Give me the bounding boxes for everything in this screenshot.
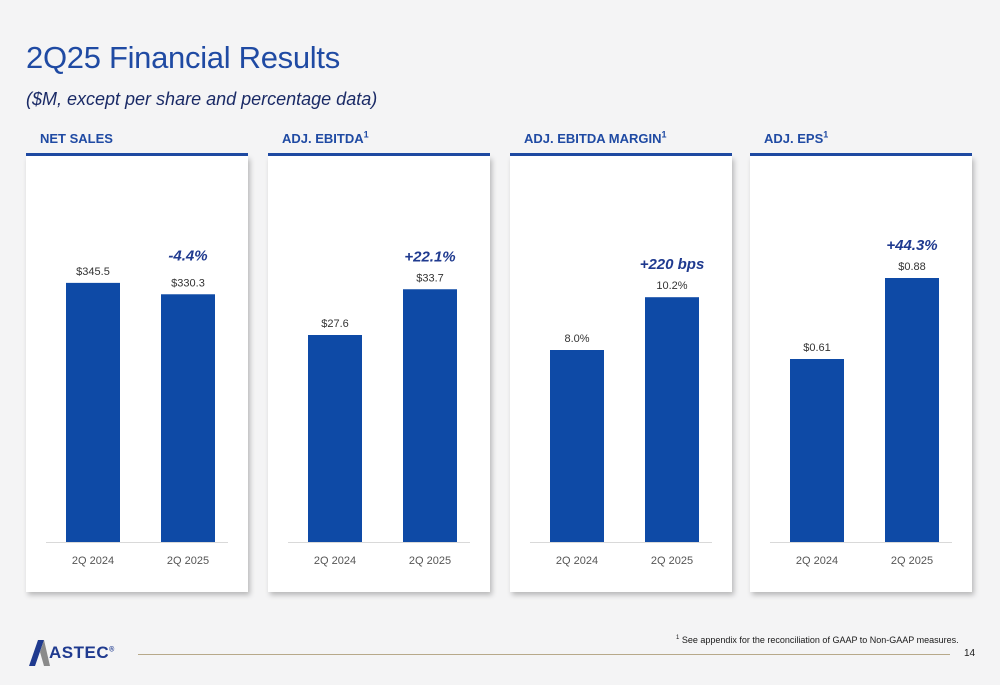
category-tick-label: 2Q 2025 — [891, 555, 933, 567]
bar-chart: 8.0% 2Q 2024 10.2% 2Q 2025 +220 bps — [530, 256, 712, 567]
bar — [403, 289, 457, 542]
bar-chart: $345.5 2Q 2024 $330.3 2Q 2025 -4.4% — [46, 247, 228, 567]
bar-value-label: 8.0% — [564, 333, 589, 345]
bar-value-label: $345.5 — [76, 266, 110, 278]
change-label: +220 bps — [640, 256, 705, 273]
logo-text: ASTEC® — [49, 643, 115, 663]
panel-title: ADJ. EBITDA MARGIN1 — [524, 129, 667, 146]
bar-value-label: $0.88 — [898, 261, 926, 273]
chart-card: $27.6 2Q 2024 $33.7 2Q 2025 +22.1% — [268, 156, 490, 592]
category-tick-label: 2Q 2024 — [556, 555, 598, 567]
logo-wordmark: ASTEC — [49, 643, 110, 662]
panel-title-text: NET SALES — [40, 131, 113, 146]
bar-value-label: 10.2% — [656, 280, 687, 292]
category-tick-label: 2Q 2025 — [651, 555, 693, 567]
panel-title-text: ADJ. EBITDA — [282, 131, 364, 146]
page-title: 2Q25 Financial Results — [26, 40, 340, 75]
bar-chart: $27.6 2Q 2024 $33.7 2Q 2025 +22.1% — [288, 248, 470, 567]
footnote: 1 See appendix for the reconciliation of… — [676, 635, 959, 645]
chart-card: $0.61 2Q 2024 $0.88 2Q 2025 +44.3% — [750, 156, 972, 592]
footnote-marker: 1 — [676, 635, 680, 641]
panel-title-footnote-marker: 1 — [661, 129, 667, 140]
panel-rule — [26, 153, 248, 156]
footer-divider — [138, 654, 950, 655]
bar — [550, 350, 604, 542]
change-label: -4.4% — [168, 247, 207, 264]
panel-rule — [510, 153, 732, 156]
panel-rule — [750, 153, 972, 156]
panel-title-footnote-marker: 1 — [823, 129, 829, 140]
change-label: +44.3% — [886, 237, 937, 254]
category-tick-label: 2Q 2025 — [409, 555, 451, 567]
page-subtitle: ($M, except per share and percentage dat… — [26, 89, 378, 109]
astec-logo-icon — [29, 640, 50, 666]
panel-title-text: ADJ. EBITDA MARGIN — [524, 131, 662, 146]
logo-trademark: ® — [109, 646, 115, 654]
chart-card: 8.0% 2Q 2024 10.2% 2Q 2025 +220 bps — [510, 156, 732, 592]
category-tick-label: 2Q 2024 — [796, 555, 838, 567]
bar — [161, 294, 215, 542]
footnote-text: See appendix for the reconciliation of G… — [679, 635, 959, 645]
bar-value-label: $330.3 — [171, 277, 205, 289]
category-tick-label: 2Q 2025 — [167, 555, 209, 567]
category-tick-label: 2Q 2024 — [314, 555, 356, 567]
bar — [790, 359, 844, 542]
panel-title-footnote-marker: 1 — [363, 129, 369, 140]
panel-title: ADJ. EPS1 — [764, 129, 829, 146]
bar — [308, 335, 362, 542]
bar — [885, 278, 939, 542]
change-label: +22.1% — [404, 248, 455, 265]
panel-title: NET SALES — [40, 131, 113, 146]
panel-title: ADJ. EBITDA1 — [282, 129, 369, 146]
panel-title-text: ADJ. EPS — [764, 131, 824, 146]
bar-value-label: $33.7 — [416, 272, 444, 284]
chart-card: $345.5 2Q 2024 $330.3 2Q 2025 -4.4% — [26, 156, 248, 592]
page-number: 14 — [964, 648, 976, 659]
bar — [645, 297, 699, 542]
category-tick-label: 2Q 2024 — [72, 555, 114, 567]
bar — [66, 282, 120, 542]
bar-value-label: $27.6 — [321, 318, 349, 330]
bar-chart: $0.61 2Q 2024 $0.88 2Q 2025 +44.3% — [770, 237, 952, 567]
panel-rule — [268, 153, 490, 156]
bar-value-label: $0.61 — [803, 342, 831, 354]
